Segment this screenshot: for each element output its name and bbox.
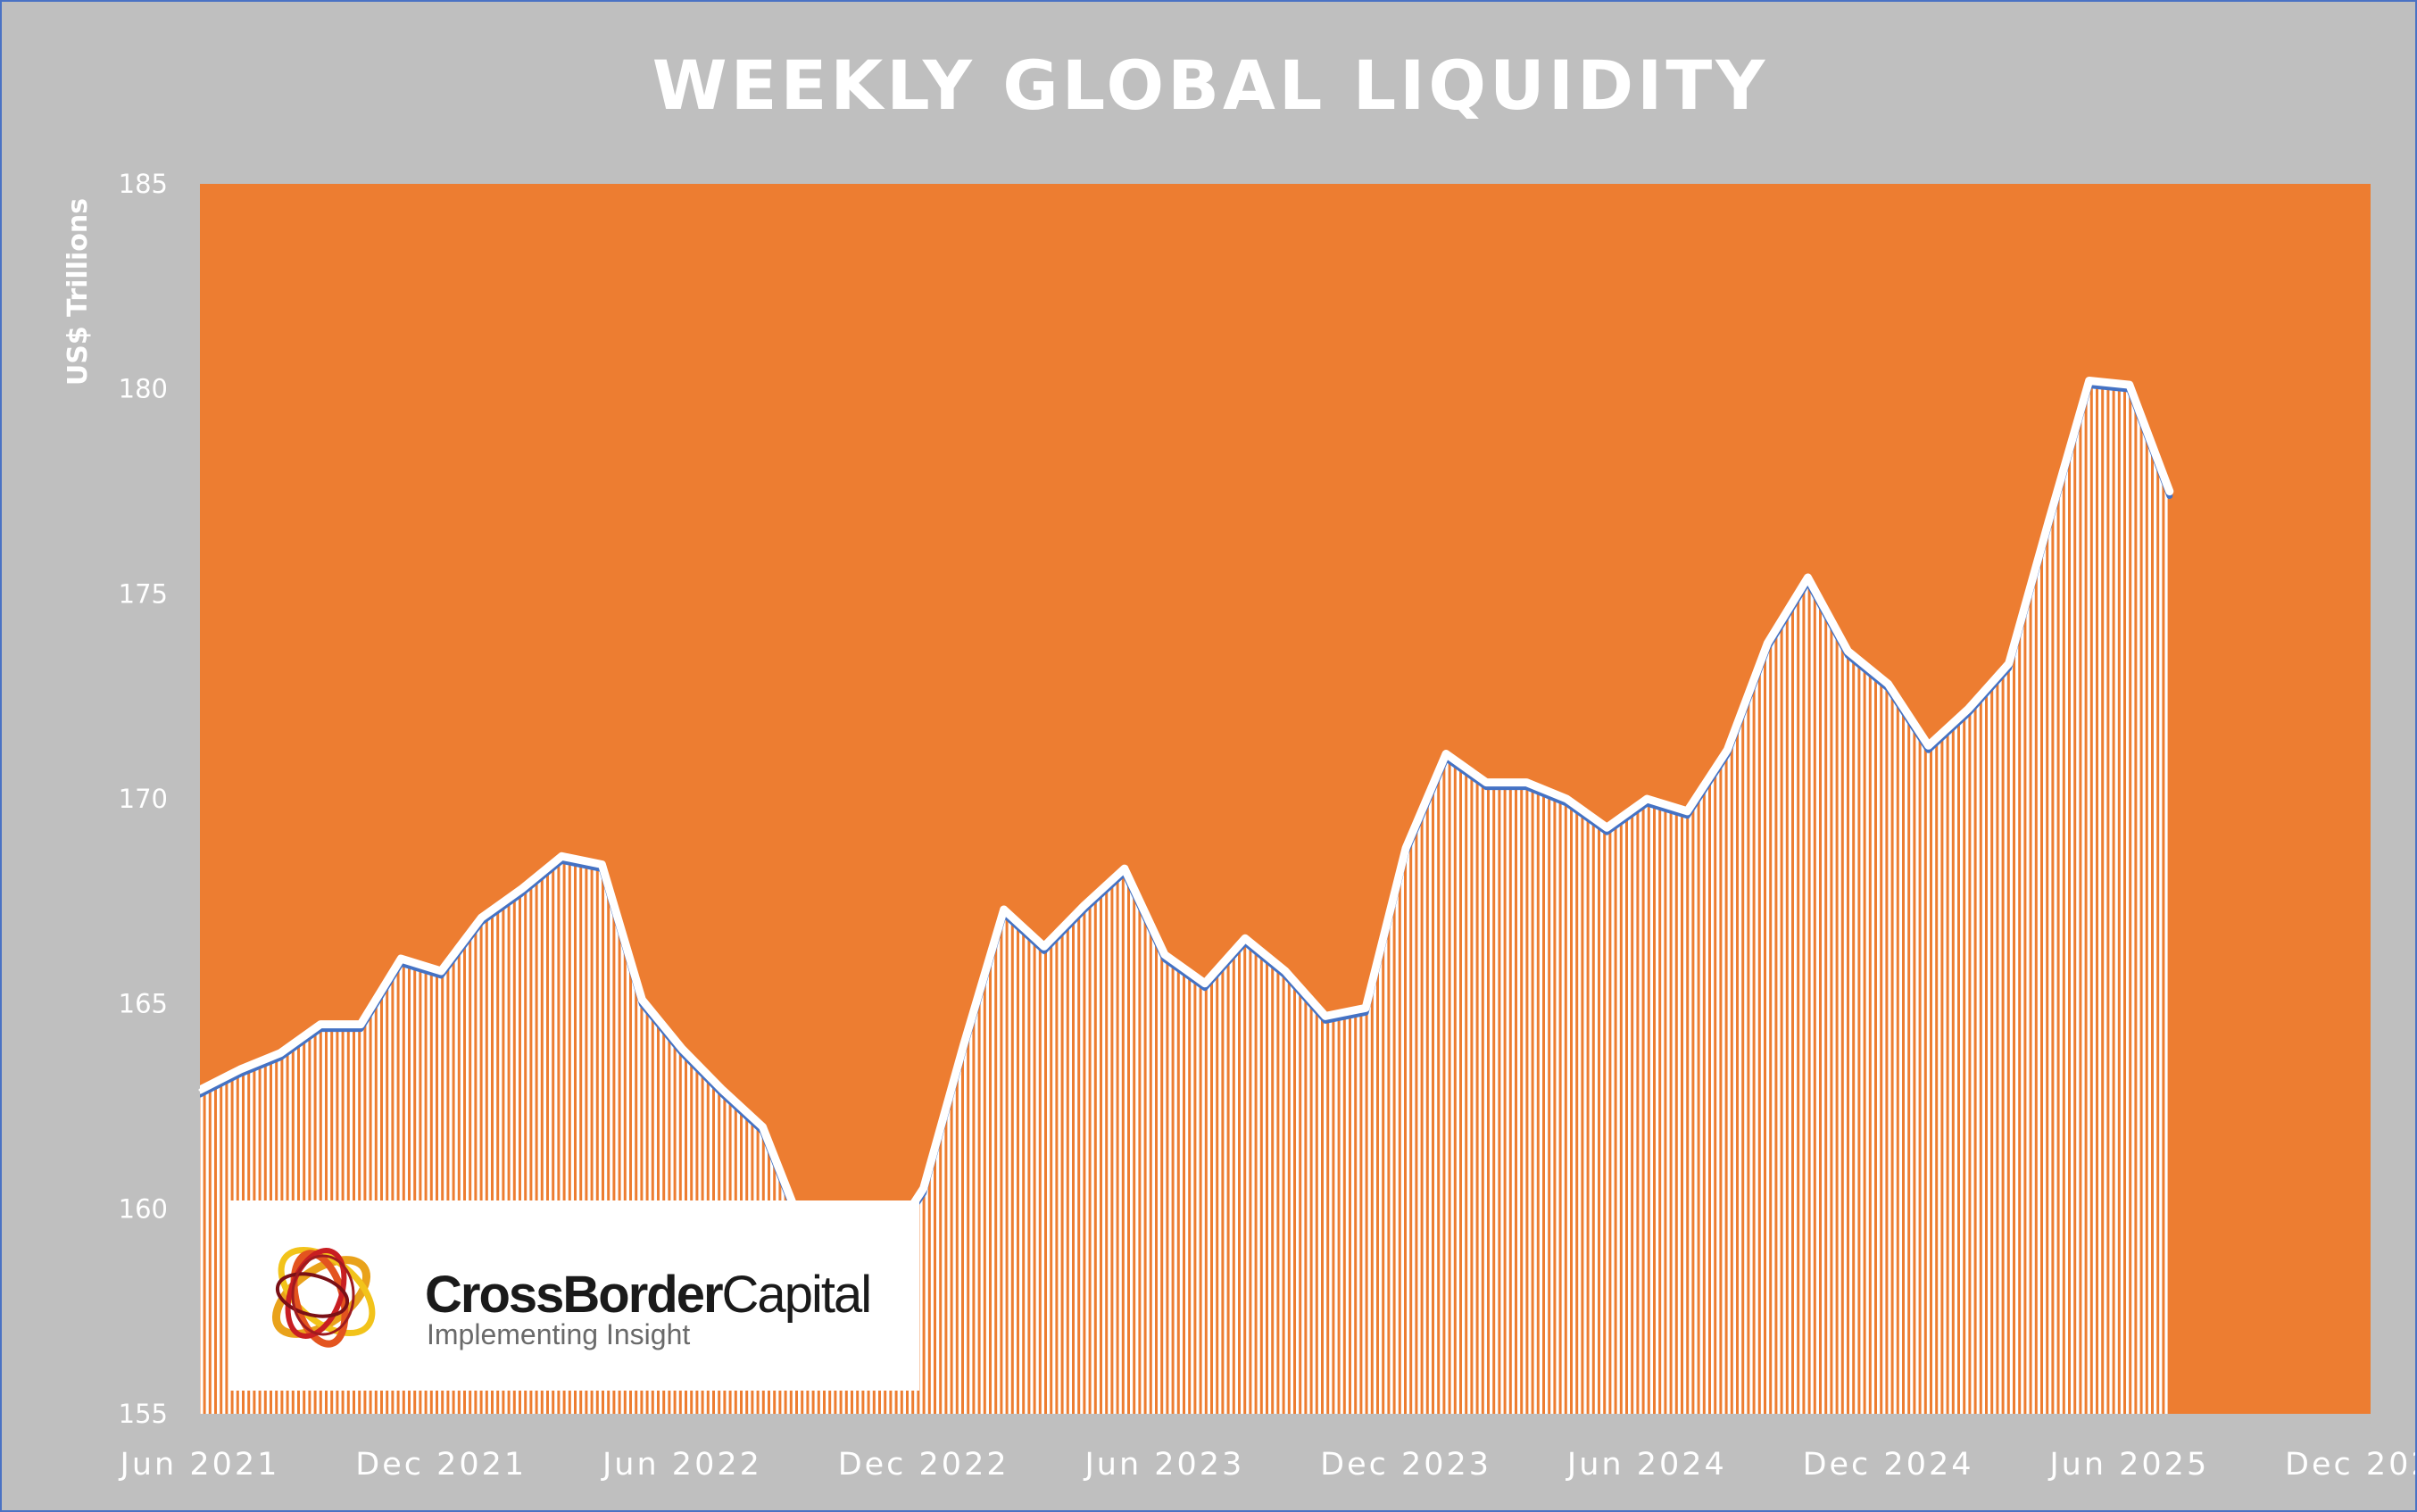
data-point [1645,797,1649,801]
y-tick-label: 160 [119,1193,168,1224]
data-point [1807,576,1809,579]
logo-company-name: CrossBorderCapital [425,1265,873,1325]
y-tick-label: 165 [119,989,168,1019]
series-line-group [200,377,2174,1262]
data-point [1967,707,1971,710]
data-point [238,1068,242,1071]
data-point [680,1047,684,1051]
logo-company-regular: Capital [721,1266,873,1324]
y-axis-ticks: 155 160 165 170 175 180 185 [119,169,168,1429]
data-point [1565,797,1568,801]
logo-tagline: Implementing Insight [427,1318,691,1350]
data-point [1605,826,1608,829]
data-point [1847,650,1849,653]
data-point [1243,936,1247,940]
data-point [439,969,443,973]
data-point [1444,752,1448,755]
data-point [1887,682,1890,685]
data-point [1364,1006,1367,1009]
data-point [1002,908,1006,911]
data-point [1765,642,1769,644]
data-point [922,1186,926,1190]
y-axis-label: US$ Trillions [62,198,94,386]
data-point [1927,744,1931,747]
data-point [2088,379,2091,382]
x-axis-ticks: Jun 2021 Dec 2021 Jun 2022 Dec 2022 Jun 2023… [119,1447,2415,1483]
data-point [1203,982,1207,985]
data-point [1484,781,1488,785]
data-point [2047,519,2051,522]
data-point [319,1023,322,1026]
data-point [2007,661,2011,665]
data-point [1324,1014,1327,1018]
data-point [1524,781,1528,785]
y-tick-label: 170 [119,784,168,814]
x-tick-label: Jun 2024 [1566,1447,1727,1483]
data-point [640,998,644,1001]
y-tick-label: 185 [119,169,168,199]
x-tick-label: Jun 2023 [1083,1447,1244,1483]
series-points [198,379,2172,1256]
data-point [761,1126,764,1128]
data-point [1042,944,1046,948]
data-point [1163,953,1167,956]
x-tick-label: Dec 2022 [838,1447,1009,1483]
data-point [1123,867,1126,870]
logo-box: CrossBorderCapital Implementing Insight [228,1200,919,1391]
x-tick-label: Dec 2021 [355,1447,527,1483]
data-point [560,854,563,858]
y-tick-label: 180 [119,374,168,404]
data-point [1083,903,1086,907]
data-point [359,1023,362,1026]
data-point [1283,969,1287,973]
y-tick-label: 155 [119,1399,168,1429]
x-tick-label: Jun 2021 [119,1447,280,1483]
data-point [278,1051,282,1055]
x-tick-label: Dec 2023 [1320,1447,1491,1483]
x-tick-label: Dec 2025 [2285,1447,2415,1483]
data-point [1685,810,1689,813]
data-point [721,1088,724,1092]
data-point [600,863,603,866]
data-point [1725,748,1729,752]
y-tick-label: 175 [119,578,168,609]
x-tick-label: Jun 2022 [601,1447,762,1483]
data-point [1404,846,1408,850]
logo-company-bold: CrossBorder [425,1266,724,1324]
chart-title: WEEKLY GLOBAL LIQUIDITY [652,46,1769,125]
data-point [2168,490,2172,493]
data-point [962,1043,966,1047]
data-point [399,957,403,960]
data-point [519,887,523,891]
crossborder-logo-icon [271,1246,376,1348]
x-tick-label: Jun 2025 [2047,1447,2209,1483]
data-point [198,1088,202,1092]
series-line [200,377,2174,1259]
data-point [2128,383,2131,386]
data-point [479,916,483,919]
x-tick-label: Dec 2024 [1803,1447,1974,1483]
